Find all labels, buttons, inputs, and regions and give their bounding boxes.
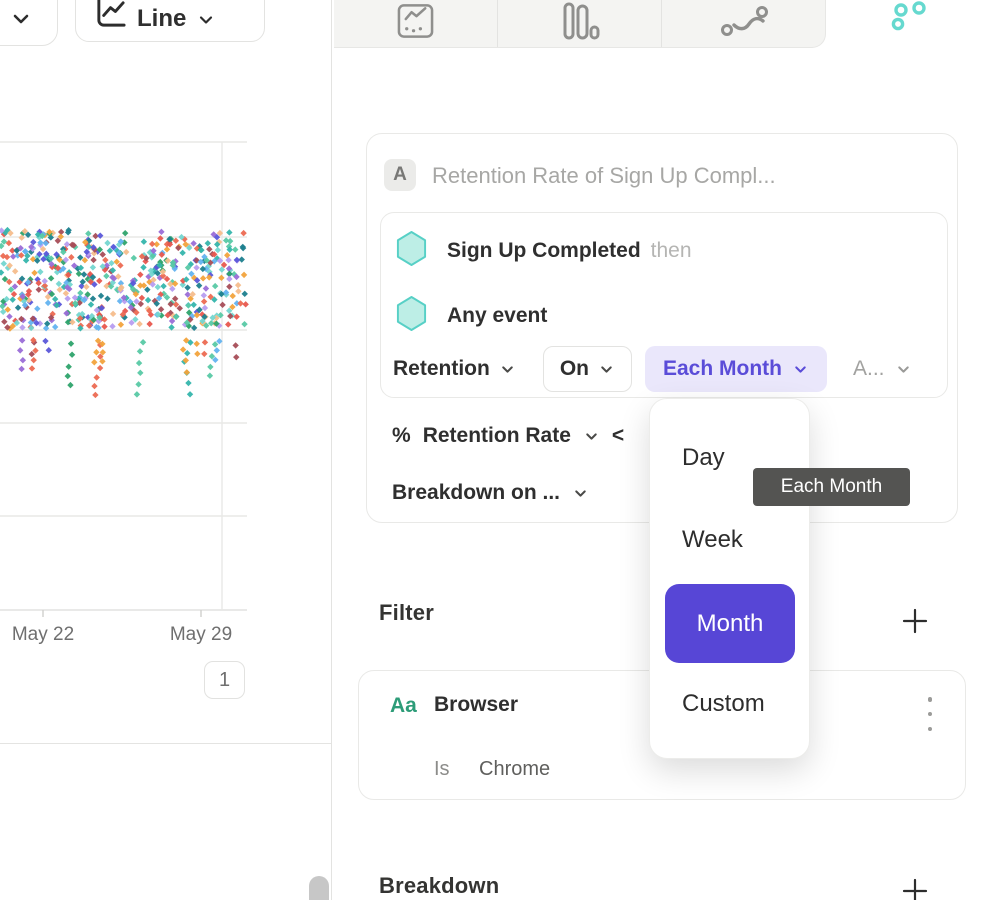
tab-flow[interactable] [661,0,825,47]
breakdown-on-label: Breakdown on ... [392,481,561,504]
on-mode-dropdown[interactable]: On [542,346,632,392]
menu-item-custom[interactable]: Custom [682,690,765,717]
chart-panel: Line May 22 May 29 1 [0,0,331,900]
query-letter-badge: A [384,159,416,191]
retention-scatter-chart[interactable] [0,133,331,625]
pagination-page-button[interactable]: 1 [204,661,245,699]
chevron-down-icon [895,361,912,378]
query-card: A Retention Rate of Sign Up Compl... Sig… [366,133,958,523]
filter-value[interactable]: Chrome [479,758,551,780]
menu-item-month-selected[interactable]: Month [665,584,795,663]
tab-bar-chart[interactable] [497,0,661,47]
actives-label: A... [853,357,885,380]
chevron-down-icon [499,361,516,378]
chevron-down-icon [792,361,809,378]
retention-type-dropdown[interactable]: Retention [393,357,516,381]
chart-type-label: Line [137,5,187,32]
event-steps-card: Sign Up Completed then Any event Retenti… [380,212,948,398]
on-mode-label: On [559,357,589,380]
bar-chart-icon [560,2,600,45]
visualization-tabbar [334,0,826,48]
period-label: Each Month [663,357,782,380]
chevron-down-icon [598,361,615,378]
event-hexagon-icon [395,295,428,337]
menu-item-week[interactable]: Week [682,526,743,553]
filter-operator[interactable]: Is [434,758,450,780]
add-filter-button[interactable] [900,606,930,636]
event-step-return[interactable]: Any event [395,295,547,337]
chevron-down-icon [9,7,33,31]
chevron-down-icon [572,485,589,502]
retention-settings-row: Retention On Each Month [393,346,912,392]
breakdown-section-title: Breakdown [379,873,500,898]
query-builder-panel: A Retention Rate of Sign Up Compl... Sig… [331,0,982,900]
scrollbar-thumb[interactable] [309,876,329,900]
chart-type-line-button[interactable]: Line [75,0,265,42]
tab-combo-chart[interactable] [334,0,497,47]
event-name: Sign Up Completed [447,239,641,262]
metric-dropdown[interactable]: % Retention Rate < [392,421,624,451]
string-property-icon: Aa [390,694,417,717]
line-chart-icon [94,0,127,34]
plus-icon [900,608,930,640]
combo-chart-icon [397,3,434,44]
kebab-menu-icon[interactable] [921,697,939,731]
x-axis-tick-label: May 29 [169,624,233,645]
percent-prefix: % [392,424,411,447]
retention-chart-svg [0,141,249,617]
chevron-down-icon [583,428,600,445]
query-title[interactable]: Retention Rate of Sign Up Compl... [432,163,776,188]
x-axis-tick-label: May 22 [11,624,75,645]
plus-icon [900,878,930,900]
each-month-tooltip: Each Month [753,468,910,506]
actives-dropdown[interactable]: A... [853,357,912,381]
tab-scatter-cluster[interactable] [887,1,927,33]
event-name: Any event [447,304,548,327]
event-step-first[interactable]: Sign Up Completed then [395,230,692,272]
filter-property-name: Browser [434,693,519,716]
period-dropdown[interactable]: Each Month [645,346,827,392]
metric-label: Retention Rate [422,424,571,447]
period-dropdown-menu: Day Week Month Custom [649,398,810,759]
menu-item-day[interactable]: Day [682,444,725,471]
metric-extra: < [611,424,625,447]
horizontal-divider [0,743,331,744]
chevron-down-icon [196,10,216,30]
filter-section-title: Filter [379,600,434,625]
event-suffix: then [650,239,692,262]
scatter-cluster-icon [887,1,927,37]
event-hexagon-icon [395,230,428,272]
flow-icon [719,4,769,43]
retention-type-label: Retention [393,357,490,380]
clipped-dropdown-button[interactable] [0,0,58,46]
add-breakdown-button[interactable] [900,876,930,900]
breakdown-on-dropdown[interactable]: Breakdown on ... [392,478,589,508]
